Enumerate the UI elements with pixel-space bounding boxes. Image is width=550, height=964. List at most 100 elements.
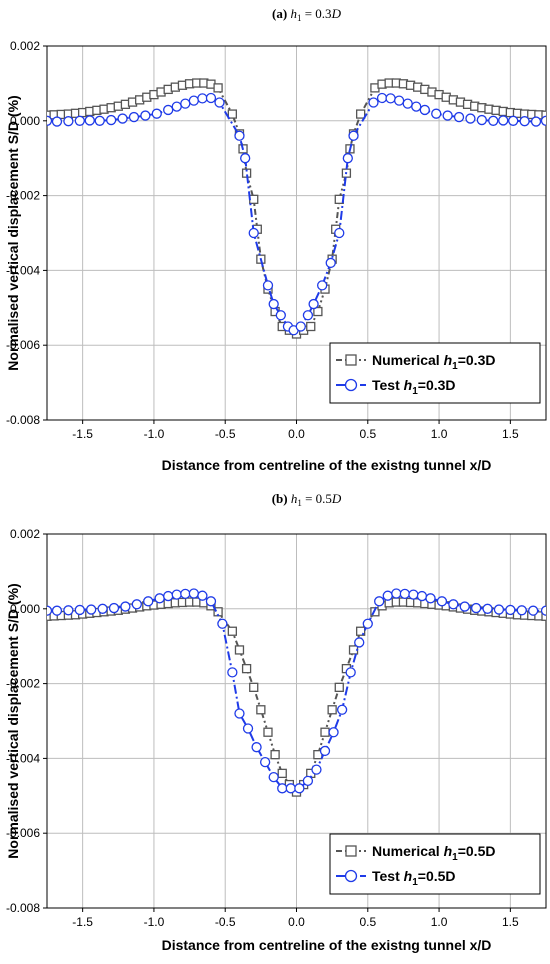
- legend-label-main: Test: [372, 868, 404, 884]
- data-point-square: [327, 705, 337, 715]
- y-tick-label: -0.006: [6, 338, 40, 352]
- data-point-circle: [248, 227, 259, 239]
- data-point-circle: [516, 605, 527, 616]
- data-point-circle: [342, 153, 353, 164]
- data-point-circle: [519, 116, 530, 127]
- chart-panel-1: (a) h1 = 0.3D-1.5 -1.0 -0.5 0.0 0.5 1.0 1.50.0…: [5, 6, 547, 473]
- data-point-circle: [295, 321, 306, 332]
- data-point-circle: [425, 593, 436, 604]
- legend-label-var: h: [444, 352, 453, 368]
- data-point-circle: [465, 113, 476, 124]
- data-point-circle: [345, 667, 356, 678]
- data-point-circle: [163, 590, 174, 602]
- legend-label: Test h1=0.5D: [372, 868, 456, 888]
- data-point-circle: [180, 588, 191, 599]
- panel-condition-unit: D: [331, 6, 342, 21]
- data-point-circle: [277, 783, 288, 794]
- data-point-circle: [317, 280, 328, 291]
- y-axis-label: Normalised vertical displacement S/D (%): [5, 95, 21, 370]
- data-point-circle: [74, 115, 85, 126]
- data-point-circle: [376, 92, 388, 104]
- y-tick-label: -0.004: [6, 263, 40, 277]
- data-point-circle: [416, 590, 428, 602]
- legend-label-main: Test: [372, 377, 404, 393]
- legend-label-tail: =0.3D: [418, 377, 456, 393]
- data-point-square: [320, 727, 330, 737]
- data-point-circle: [391, 588, 402, 599]
- panel-title: (b) h1 = 0.5D: [272, 491, 342, 508]
- data-point-circle: [51, 116, 63, 127]
- legend-label: Numerical h1=0.5D: [372, 843, 495, 863]
- data-point-circle: [540, 605, 546, 616]
- data-point-circle: [51, 605, 63, 616]
- legend-label-tail: =0.5D: [458, 843, 496, 859]
- data-point-circle: [436, 596, 448, 607]
- data-point-circle: [275, 310, 286, 321]
- data-point-circle: [362, 618, 373, 629]
- data-point-circle: [117, 113, 128, 124]
- data-point-circle: [217, 618, 228, 629]
- data-point-circle: [411, 101, 422, 112]
- data-point-circle: [294, 783, 305, 794]
- data-point-square: [227, 109, 237, 119]
- data-point-circle: [163, 104, 174, 116]
- y-tick-label: 0.002: [10, 39, 40, 53]
- y-tick-label: -0.002: [6, 189, 40, 203]
- data-point-circle: [171, 101, 182, 112]
- x-tick-label: 1.5: [502, 915, 519, 929]
- data-point-circle: [493, 604, 505, 615]
- data-point-circle: [188, 588, 199, 599]
- data-point-circle: [268, 771, 279, 783]
- data-point-circle: [319, 745, 331, 757]
- data-point-circle: [171, 589, 182, 600]
- data-point-square: [227, 626, 237, 636]
- data-point-circle: [334, 227, 345, 239]
- data-point-square: [263, 727, 273, 737]
- data-point-square: [234, 645, 245, 655]
- y-tick-label: -0.004: [6, 751, 40, 765]
- data-point-circle: [336, 704, 348, 715]
- panel-var: h: [290, 6, 297, 21]
- legend-label-var: h: [404, 868, 413, 884]
- panel-var: h: [291, 491, 298, 506]
- legend-label-sub: 1: [412, 877, 418, 888]
- data-point-circle: [508, 115, 519, 126]
- data-point-square: [356, 626, 366, 636]
- data-point-circle: [399, 588, 411, 599]
- data-point-circle: [154, 593, 165, 604]
- legend-label-main: Numerical: [372, 843, 444, 859]
- data-point-circle: [540, 115, 546, 126]
- panel-condition-unit: D: [331, 491, 342, 506]
- data-point-circle: [227, 667, 238, 678]
- y-tick-label: 0.000: [10, 114, 40, 128]
- data-point-circle: [251, 742, 262, 753]
- data-point-circle: [348, 130, 359, 141]
- data-point-circle: [528, 605, 539, 616]
- data-point-square: [213, 83, 223, 93]
- data-point-circle: [505, 604, 516, 616]
- data-point-circle: [382, 590, 393, 601]
- data-point-circle: [214, 97, 225, 108]
- x-tick-label: -1.0: [144, 427, 165, 441]
- x-axis-label: Distance from centreline of the existng …: [162, 457, 492, 473]
- y-axis-label: Normalised vertical displacement S/D (%): [5, 583, 21, 858]
- data-point-circle: [94, 115, 105, 126]
- panel-var-sub: 1: [297, 498, 302, 508]
- legend-label-var: h: [444, 843, 453, 859]
- x-tick-label: -1.5: [72, 915, 93, 929]
- data-point-square: [356, 109, 366, 119]
- data-point-circle: [408, 589, 419, 600]
- data-point-circle: [86, 604, 97, 615]
- data-point-circle: [180, 98, 191, 109]
- data-point-circle: [197, 93, 208, 104]
- x-tick-label: 0.5: [359, 915, 376, 929]
- data-point-circle: [63, 605, 74, 616]
- data-point-square: [270, 750, 280, 760]
- data-point-circle: [431, 108, 442, 119]
- legend-label-sub: 1: [452, 361, 458, 372]
- plot-area: [47, 78, 546, 339]
- data-point-square: [334, 682, 344, 692]
- data-point-square: [306, 321, 316, 332]
